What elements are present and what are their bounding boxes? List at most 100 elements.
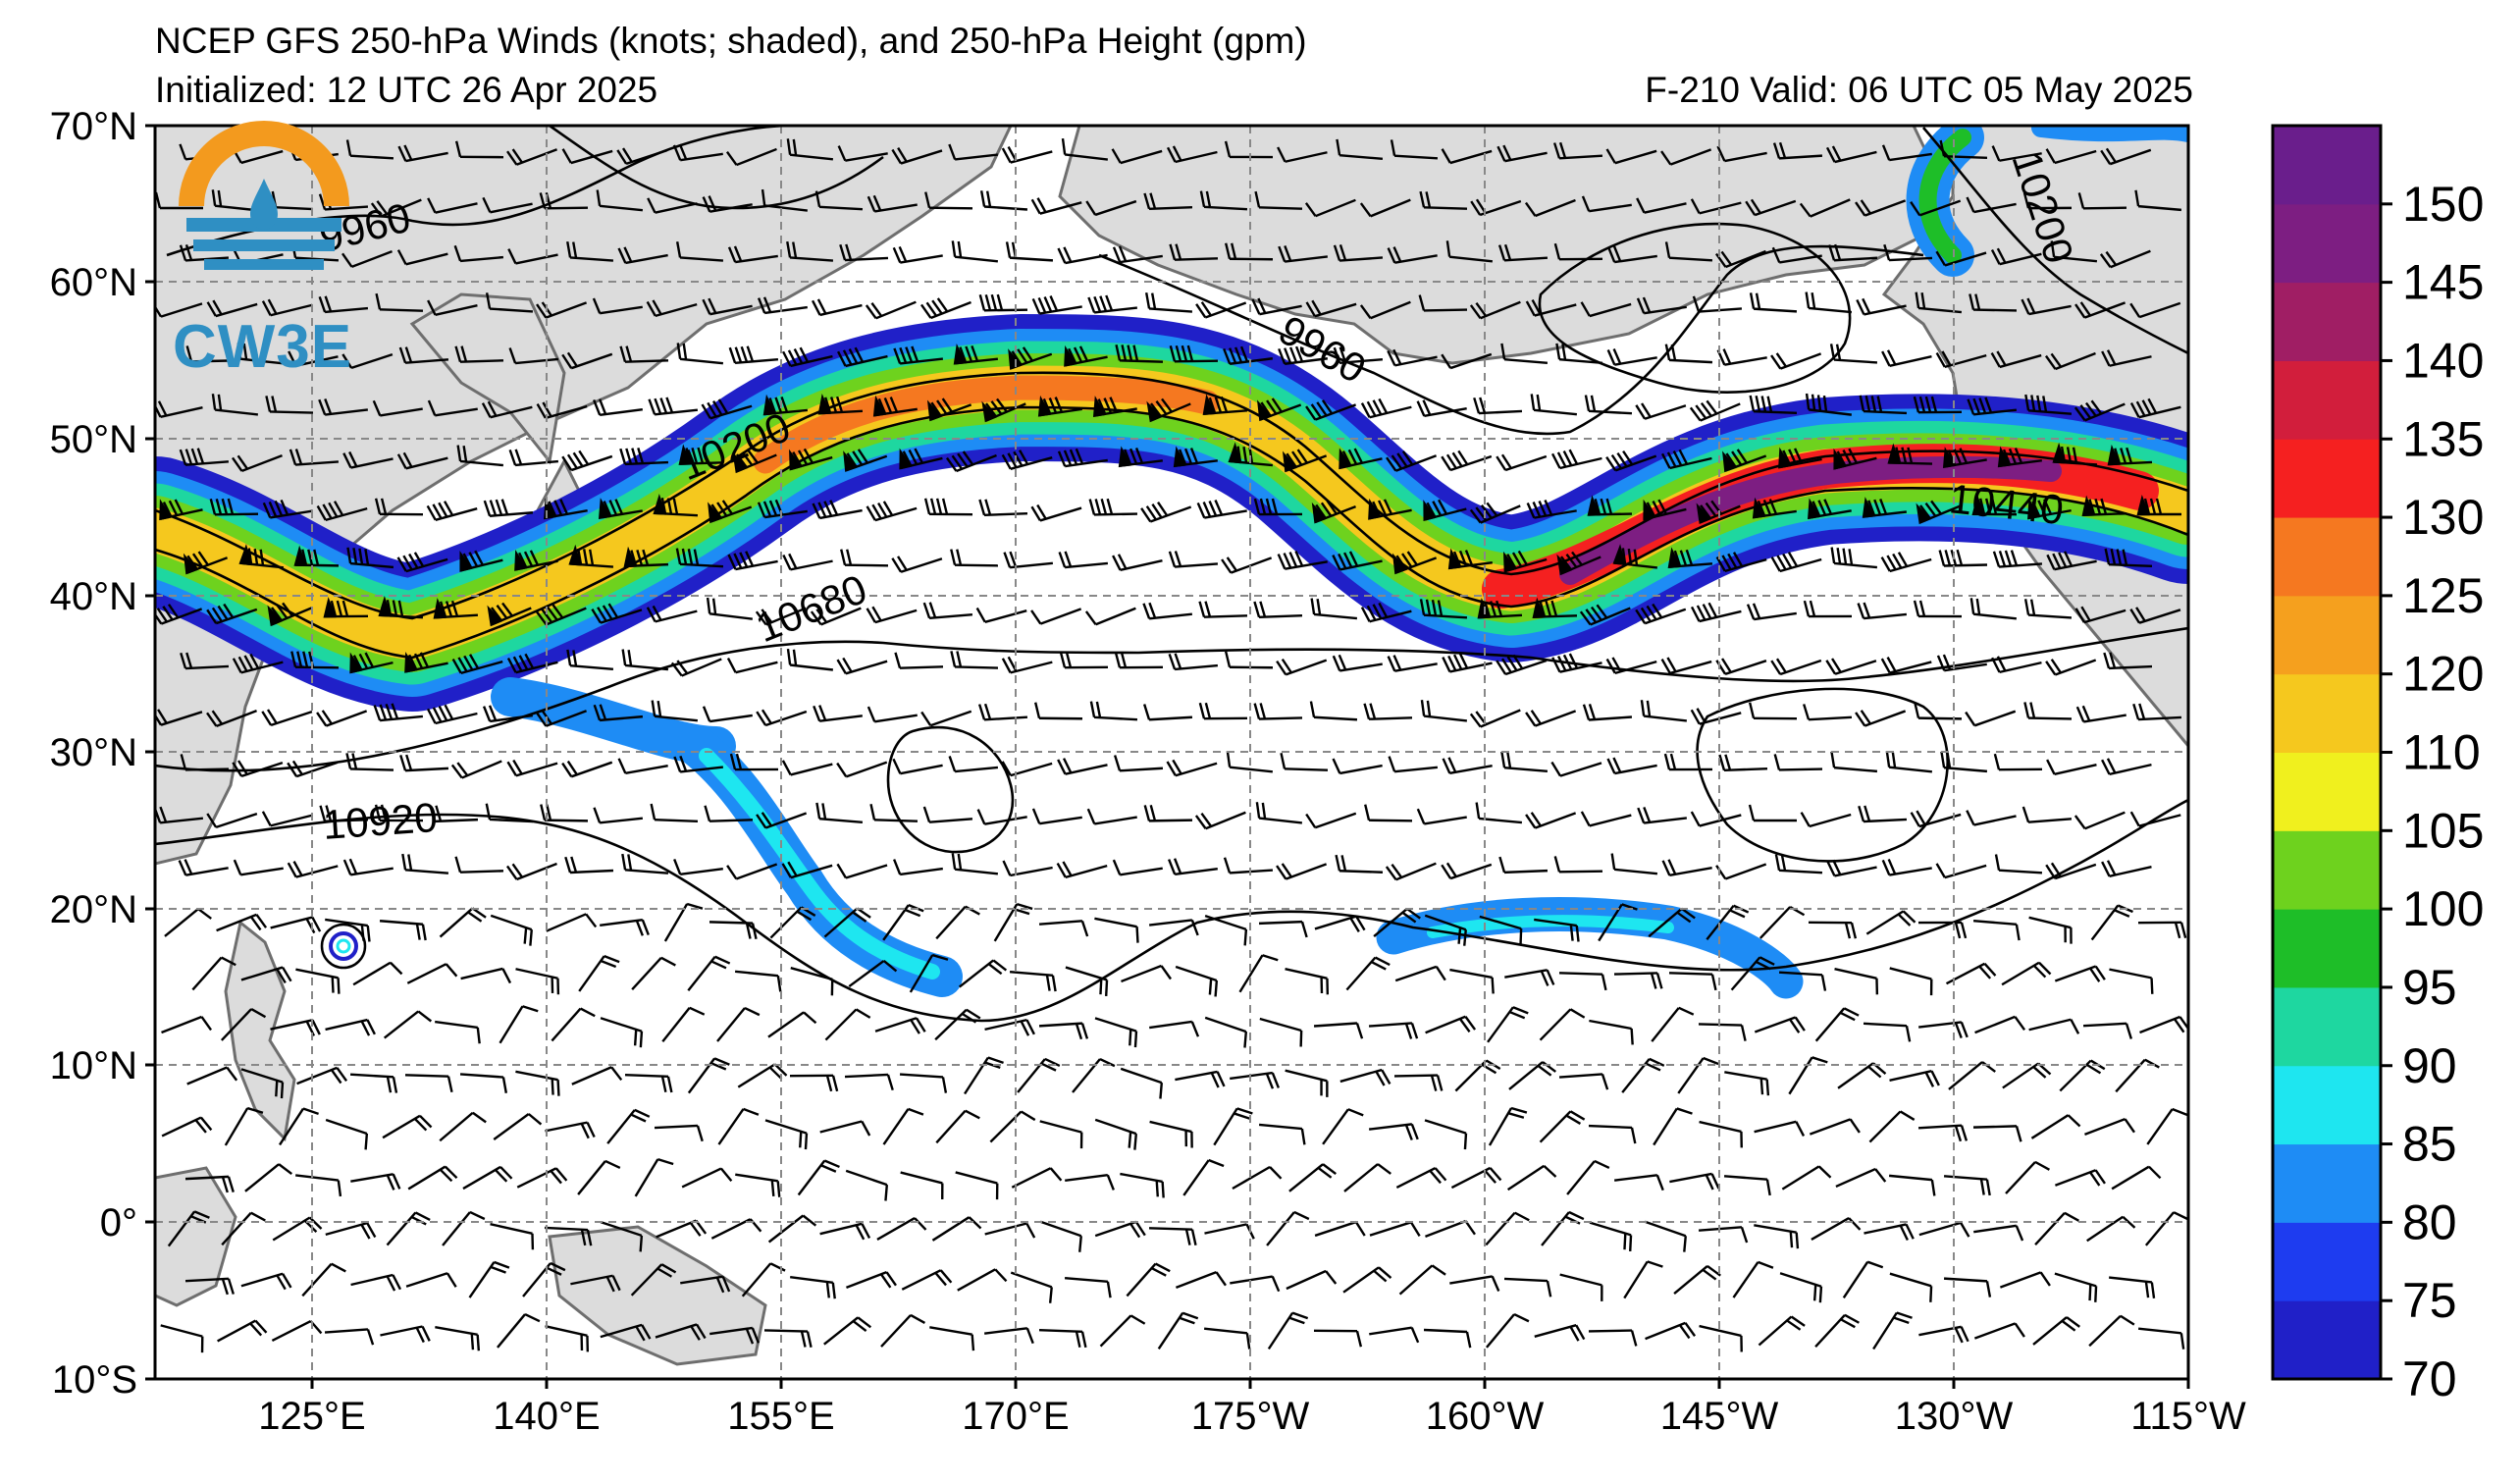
- wind-barb: [1997, 446, 2042, 468]
- wind-barb: [2129, 397, 2181, 419]
- wind-barb: [726, 657, 778, 674]
- wind-barb: [1606, 757, 1657, 775]
- wind-barb: [1115, 344, 1164, 363]
- wind-barb: [1539, 1008, 1586, 1041]
- wind-barb: [485, 803, 534, 823]
- wind-barb: [261, 298, 313, 317]
- wind-barb: [1140, 502, 1192, 523]
- wind-barb: [1030, 503, 1082, 522]
- lat-label: 10°N: [50, 1044, 137, 1087]
- wind-barb: [435, 1326, 481, 1351]
- wind-barb: [819, 1120, 871, 1137]
- wind-barb: [1754, 1224, 1800, 1249]
- wind-barb: [2136, 494, 2182, 516]
- wind-barb: [2100, 147, 2152, 166]
- wind-barb: [1056, 861, 1108, 879]
- wind-barb: [183, 551, 229, 575]
- wind-barb: [490, 1223, 535, 1250]
- wind-barb: [1277, 551, 1328, 570]
- wind-barb: [845, 1169, 889, 1201]
- wind-barb: [1309, 701, 1358, 721]
- wind-barbs: [155, 137, 2188, 1353]
- wind-barb: [1653, 1107, 1693, 1146]
- wind-barb: [727, 551, 778, 571]
- wind-barb: [1092, 396, 1137, 417]
- wind-barb: [761, 188, 808, 212]
- wind-barb: [2027, 498, 2072, 520]
- map-panel: 9960 9960 10200 10200 10440 10680 10920: [155, 126, 2188, 1379]
- wind-barb: [459, 1073, 508, 1093]
- wind-barb: [1660, 148, 1712, 166]
- wind-barb: [1885, 751, 1933, 773]
- wind-barb: [1497, 243, 1549, 262]
- wind-barb: [1363, 703, 1413, 720]
- wind-barb: [318, 295, 369, 314]
- wind-barb: [1969, 293, 2018, 312]
- wind-barb: [872, 395, 918, 417]
- wind-barb: [687, 955, 731, 991]
- wind-barb: [1120, 1172, 1165, 1198]
- lat-label: 0°: [100, 1201, 137, 1245]
- wind-barb: [2099, 249, 2151, 269]
- wind-barb: [1788, 1056, 1828, 1095]
- wind-barb: [1449, 968, 1495, 994]
- wind-barb: [735, 1173, 781, 1197]
- wind-barb: [1830, 547, 1878, 569]
- wind-barb: [716, 1006, 761, 1042]
- wind-barb: [261, 709, 313, 726]
- jet-branch-alaska: [1906, 126, 2188, 277]
- wind-barb: [2129, 811, 2181, 827]
- wind-barb: [1285, 967, 1330, 995]
- wind-barb: [536, 401, 588, 420]
- wind-barb: [1781, 1165, 1832, 1191]
- wind-barb: [342, 858, 394, 876]
- wind-barb: [1486, 1313, 1530, 1349]
- wind-barb: [2005, 1160, 2050, 1194]
- wind-barb: [619, 448, 669, 466]
- wind-barb: [1144, 292, 1193, 313]
- wind-barb: [551, 1007, 596, 1042]
- wind-barb: [1065, 966, 1109, 996]
- wind-barb: [2084, 1118, 2135, 1136]
- wind-barb: [755, 607, 807, 626]
- wind-barb: [497, 1312, 541, 1349]
- lat-label: 60°N: [50, 261, 137, 304]
- wind-barb: [840, 549, 889, 567]
- wind-barb: [1111, 148, 1163, 165]
- wind-barb: [2045, 148, 2097, 165]
- wind-barb: [540, 804, 589, 822]
- wind-barb: [1771, 246, 1822, 264]
- wind-barb: [1974, 1015, 2026, 1034]
- colorbar-segment: [2273, 1300, 2381, 1380]
- wind-barb: [1175, 1070, 1226, 1088]
- wind-barb: [957, 1268, 1008, 1292]
- wind-barb: [404, 1074, 453, 1093]
- wind-barb: [1169, 344, 1219, 363]
- wind-barb: [1803, 704, 1853, 721]
- colorbar-segment: [2273, 986, 2381, 1067]
- wind-barb: [790, 1276, 836, 1299]
- wind-barb: [1094, 1017, 1138, 1048]
- wind-barb: [1636, 197, 1687, 214]
- wind-barb: [1645, 1321, 1697, 1341]
- wind-barb: [1258, 920, 1308, 938]
- wind-barb: [1173, 446, 1218, 468]
- wind-barb: [2052, 442, 2098, 466]
- wind-barb: [1449, 1275, 1500, 1293]
- wind-barb: [1441, 148, 1493, 165]
- wind-barb: [2109, 1276, 2156, 1298]
- wind-barb: [923, 498, 973, 516]
- wind-barb: [349, 652, 394, 674]
- wind-barb: [931, 1216, 982, 1242]
- wind-barb: [815, 802, 864, 824]
- landmass-kamchatka: [409, 292, 566, 465]
- wind-barb: [221, 1211, 266, 1246]
- wind-barb: [1966, 196, 2017, 214]
- wind-barb: [702, 297, 753, 316]
- wind-barb: [953, 343, 999, 365]
- wind-barb: [1580, 301, 1632, 318]
- wind-barb: [216, 913, 268, 932]
- wind-barb: [2086, 1215, 2136, 1243]
- wind-barb: [155, 709, 203, 726]
- wind-barb: [161, 1116, 213, 1138]
